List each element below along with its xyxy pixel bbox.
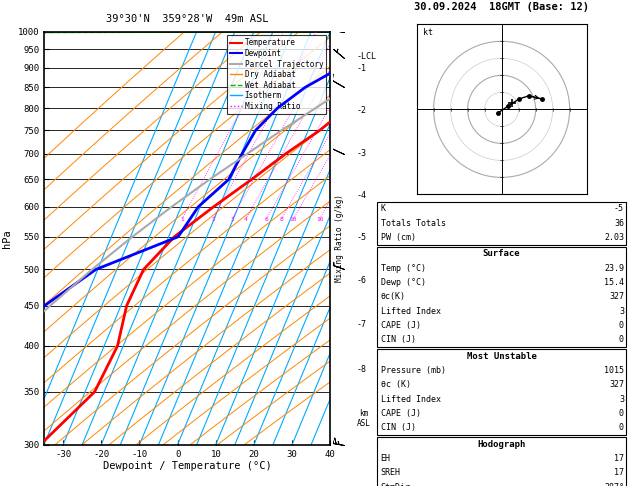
Text: StmDir: StmDir <box>381 483 411 486</box>
Text: 327: 327 <box>609 292 624 301</box>
Text: -8: -8 <box>357 365 367 374</box>
Text: © weatheronline.co.uk: © weatheronline.co.uk <box>453 468 550 477</box>
Text: CIN (J): CIN (J) <box>381 335 416 345</box>
Text: 17: 17 <box>614 454 624 463</box>
Text: Totals Totals: Totals Totals <box>381 219 445 228</box>
Y-axis label: hPa: hPa <box>2 229 12 247</box>
Text: 23.9: 23.9 <box>604 263 624 273</box>
Text: EH: EH <box>381 454 391 463</box>
Text: -5: -5 <box>357 233 367 243</box>
Text: Lifted Index: Lifted Index <box>381 307 440 316</box>
Text: CAPE (J): CAPE (J) <box>381 321 421 330</box>
Text: -5: -5 <box>614 204 624 213</box>
Text: SREH: SREH <box>381 468 401 477</box>
Text: 3: 3 <box>619 307 624 316</box>
Text: CIN (J): CIN (J) <box>381 423 416 433</box>
Text: 17: 17 <box>614 468 624 477</box>
Text: -LCL: -LCL <box>357 52 377 61</box>
Text: θc (K): θc (K) <box>381 380 411 389</box>
Text: km
ASL: km ASL <box>357 409 370 428</box>
Text: PW (cm): PW (cm) <box>381 233 416 242</box>
Text: 3: 3 <box>230 217 234 222</box>
Text: Most Unstable: Most Unstable <box>467 351 537 361</box>
Text: 16: 16 <box>316 217 323 222</box>
Text: 0: 0 <box>619 423 624 433</box>
Text: 3: 3 <box>619 395 624 404</box>
Text: 10: 10 <box>290 217 298 222</box>
Text: Dewp (°C): Dewp (°C) <box>381 278 426 287</box>
Text: Mixing Ratio (g/kg): Mixing Ratio (g/kg) <box>335 194 344 282</box>
Text: -2: -2 <box>357 106 367 115</box>
Text: 2.03: 2.03 <box>604 233 624 242</box>
Text: 0: 0 <box>619 409 624 418</box>
Legend: Temperature, Dewpoint, Parcel Trajectory, Dry Adiabat, Wet Adiabat, Isotherm, Mi: Temperature, Dewpoint, Parcel Trajectory… <box>227 35 326 114</box>
Text: 287°: 287° <box>604 483 624 486</box>
Text: -3: -3 <box>357 150 367 158</box>
Text: -6: -6 <box>357 276 367 285</box>
X-axis label: Dewpoint / Temperature (°C): Dewpoint / Temperature (°C) <box>103 461 272 471</box>
Text: 6: 6 <box>265 217 269 222</box>
Text: θc(K): θc(K) <box>381 292 406 301</box>
Text: 0: 0 <box>619 321 624 330</box>
Text: kt: kt <box>423 28 433 36</box>
Text: 327: 327 <box>609 380 624 389</box>
Text: 39°30'N  359°28'W  49m ASL: 39°30'N 359°28'W 49m ASL <box>106 14 269 24</box>
Text: 2: 2 <box>211 217 215 222</box>
Text: Temp (°C): Temp (°C) <box>381 263 426 273</box>
Text: 0: 0 <box>619 335 624 345</box>
Text: 15.4: 15.4 <box>604 278 624 287</box>
Text: Pressure (mb): Pressure (mb) <box>381 366 445 375</box>
Text: K: K <box>381 204 386 213</box>
Text: Lifted Index: Lifted Index <box>381 395 440 404</box>
Text: CAPE (J): CAPE (J) <box>381 409 421 418</box>
Text: 1015: 1015 <box>604 366 624 375</box>
Text: Hodograph: Hodograph <box>477 439 526 449</box>
Text: -4: -4 <box>357 191 367 200</box>
Text: Surface: Surface <box>483 249 520 259</box>
Text: 8: 8 <box>280 217 284 222</box>
Text: 30.09.2024  18GMT (Base: 12): 30.09.2024 18GMT (Base: 12) <box>414 2 589 12</box>
Text: 36: 36 <box>614 219 624 228</box>
Text: 4: 4 <box>244 217 248 222</box>
Text: -7: -7 <box>357 320 367 329</box>
Text: -1: -1 <box>357 64 367 73</box>
Text: 1: 1 <box>181 217 184 222</box>
